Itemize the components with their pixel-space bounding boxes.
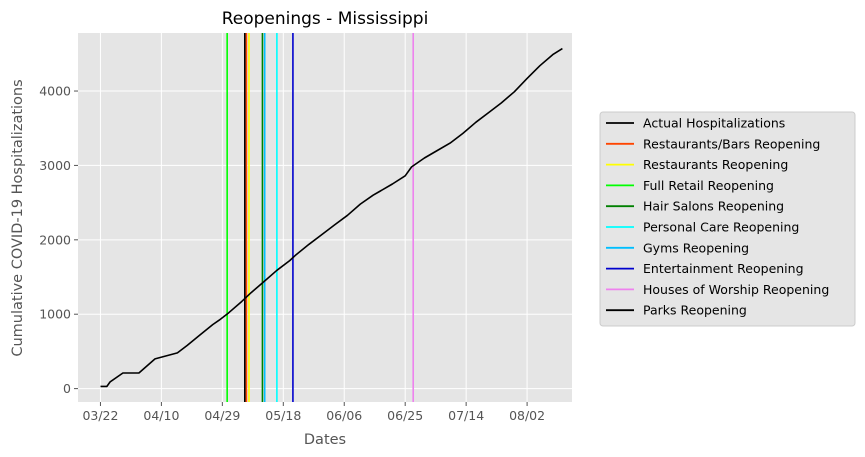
legend-label: Gyms Reopening: [643, 240, 749, 255]
y-tick-label: 1000: [39, 307, 71, 322]
series-line: [100, 47, 563, 388]
legend-label: Personal Care Reopening: [643, 220, 799, 235]
x-tick-label: 04/29: [204, 408, 240, 423]
y-tick-label: 4000: [39, 84, 71, 99]
x-tick-label: 03/22: [82, 408, 118, 423]
legend-label: Restaurants/Bars Reopening: [643, 136, 820, 151]
plot-background: [78, 33, 572, 402]
tick-labels: 03/22 04/10 04/29 05/18 06/06 06/25 07/14 08/02…: [39, 84, 545, 423]
chart-title: Reopenings - Mississippi: [222, 9, 429, 29]
legend-label: Restaurants Reopening: [643, 157, 788, 172]
legend-label: Houses of Worship Reopening: [643, 282, 829, 297]
x-tick-label: 06/06: [326, 408, 362, 423]
legend-label: Entertainment Reopening: [643, 261, 804, 276]
legend-label: Actual Hospitalizations: [643, 116, 785, 131]
legend-label: Hair Salons Reopening: [643, 199, 784, 214]
x-tick-label: 04/10: [143, 408, 179, 423]
x-tick-label: 07/14: [448, 408, 484, 423]
y-tick-label: 3000: [39, 158, 71, 173]
x-tick-label: 08/02: [509, 408, 545, 423]
y-axis-label: Cumulative COVID-19 Hospitalizations: [10, 79, 26, 356]
x-axis-label: Dates: [304, 432, 346, 448]
y-tick-label: 0: [63, 381, 71, 396]
legend: Actual Hospitalizations Restaurants/Bars …: [599, 111, 856, 327]
x-tick-label: 05/18: [265, 408, 301, 423]
legend-label: Full Retail Reopening: [643, 178, 774, 193]
reopening-lines: [226, 33, 415, 402]
legend-label: Parks Reopening: [643, 303, 747, 318]
legend-box: [599, 111, 856, 327]
y-tick-label: 2000: [39, 232, 71, 247]
x-tick-label: 06/25: [387, 408, 423, 423]
series-layer: [100, 47, 563, 388]
